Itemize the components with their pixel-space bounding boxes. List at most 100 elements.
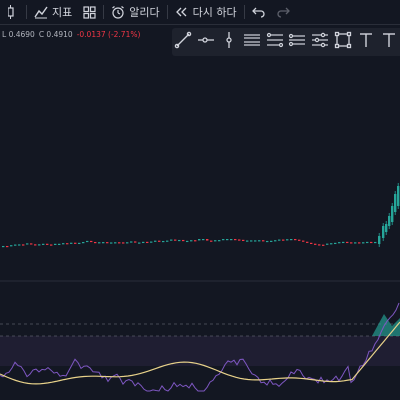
candle bbox=[314, 243, 317, 245]
candle bbox=[388, 216, 391, 226]
candle bbox=[78, 242, 81, 245]
candle bbox=[26, 243, 29, 245]
candle bbox=[286, 239, 289, 241]
fib-retracement-tool[interactable] bbox=[263, 29, 286, 55]
candle bbox=[50, 244, 53, 246]
candle bbox=[306, 241, 309, 243]
pitchfork-tool[interactable] bbox=[286, 29, 309, 55]
candle bbox=[270, 240, 273, 242]
toolbar-divider bbox=[103, 5, 105, 19]
candle bbox=[126, 242, 129, 244]
vertical-line-tool[interactable] bbox=[218, 29, 241, 55]
candle bbox=[302, 240, 305, 242]
candle bbox=[66, 243, 69, 245]
candle bbox=[218, 240, 221, 242]
candle bbox=[234, 239, 237, 241]
replay-button[interactable]: 다시 하다 bbox=[170, 0, 242, 24]
candle bbox=[322, 244, 325, 246]
candle bbox=[98, 242, 101, 244]
candle bbox=[385, 224, 388, 232]
candle bbox=[214, 240, 217, 242]
candle bbox=[342, 241, 345, 244]
candle bbox=[130, 241, 133, 243]
candle bbox=[114, 242, 117, 244]
candle bbox=[210, 240, 213, 242]
candle bbox=[186, 240, 189, 243]
candle bbox=[14, 244, 17, 246]
candle bbox=[194, 240, 197, 242]
close-text: C 0.4910 bbox=[38, 30, 73, 39]
redo-button[interactable] bbox=[271, 0, 295, 24]
text-tool-2[interactable] bbox=[377, 29, 400, 55]
indicators-button[interactable]: 지표 bbox=[29, 0, 77, 24]
candle bbox=[206, 239, 209, 241]
rewind-icon bbox=[175, 5, 189, 19]
candle bbox=[2, 245, 5, 248]
candle bbox=[274, 240, 277, 242]
redo-icon bbox=[276, 5, 290, 19]
candle bbox=[262, 240, 265, 242]
candle bbox=[170, 239, 173, 241]
toolbar-divider bbox=[26, 5, 27, 19]
candle bbox=[110, 242, 113, 244]
candle bbox=[242, 239, 245, 242]
close-value: C 0.4910 bbox=[39, 30, 73, 44]
candle bbox=[391, 206, 394, 222]
text-icon bbox=[358, 32, 374, 52]
chart-area[interactable] bbox=[0, 56, 400, 400]
candle bbox=[358, 242, 361, 244]
gann-fan-tool[interactable] bbox=[309, 29, 332, 55]
candle bbox=[30, 243, 33, 245]
candle bbox=[326, 243, 329, 245]
vertical-line-icon bbox=[220, 31, 238, 53]
horizontal-ray-icon bbox=[197, 31, 215, 53]
candle bbox=[254, 240, 257, 242]
candle bbox=[122, 242, 125, 244]
candle bbox=[266, 240, 269, 243]
candle bbox=[250, 240, 253, 242]
candle bbox=[150, 241, 153, 243]
candle bbox=[354, 242, 357, 244]
rsi-band bbox=[0, 336, 400, 366]
chart-type-button[interactable] bbox=[0, 0, 24, 24]
alert-button[interactable]: 알리다 bbox=[106, 0, 164, 24]
candle bbox=[350, 242, 353, 244]
candle bbox=[166, 240, 169, 242]
parallel-channel-tool[interactable] bbox=[240, 29, 263, 55]
horizontal-ray-tool[interactable] bbox=[195, 29, 218, 55]
rsi-line bbox=[0, 302, 400, 392]
candle bbox=[10, 245, 13, 247]
undo-button[interactable] bbox=[247, 0, 271, 24]
candle bbox=[162, 240, 165, 243]
price-candles bbox=[2, 183, 400, 248]
drawing-toolbar bbox=[172, 28, 400, 56]
text-tool[interactable] bbox=[354, 29, 377, 55]
candle bbox=[106, 242, 109, 244]
candle bbox=[42, 243, 45, 245]
low-text: L 0.4690 bbox=[2, 30, 35, 39]
trend-line-tool[interactable] bbox=[172, 29, 195, 55]
candle bbox=[38, 244, 41, 246]
replay-label: 다시 하다 bbox=[192, 6, 237, 19]
grid-layout-icon bbox=[82, 5, 96, 19]
candle bbox=[74, 242, 77, 244]
rectangle-tool[interactable] bbox=[332, 29, 355, 55]
candle bbox=[118, 242, 121, 244]
candle bbox=[290, 239, 293, 241]
text-tool-icon bbox=[381, 32, 397, 52]
candle bbox=[182, 239, 185, 242]
candle bbox=[346, 241, 349, 244]
gann-fan-icon bbox=[311, 31, 329, 53]
candle bbox=[310, 242, 313, 245]
candle bbox=[22, 244, 25, 246]
rsi-ma-line bbox=[0, 321, 400, 385]
candle bbox=[338, 242, 341, 244]
candle bbox=[138, 242, 141, 244]
candle bbox=[86, 240, 89, 243]
candle bbox=[146, 241, 149, 244]
candle bbox=[190, 240, 193, 242]
candle bbox=[70, 242, 73, 244]
candle bbox=[90, 240, 93, 243]
trend-line-icon bbox=[174, 31, 192, 53]
layout-button[interactable] bbox=[77, 0, 101, 24]
